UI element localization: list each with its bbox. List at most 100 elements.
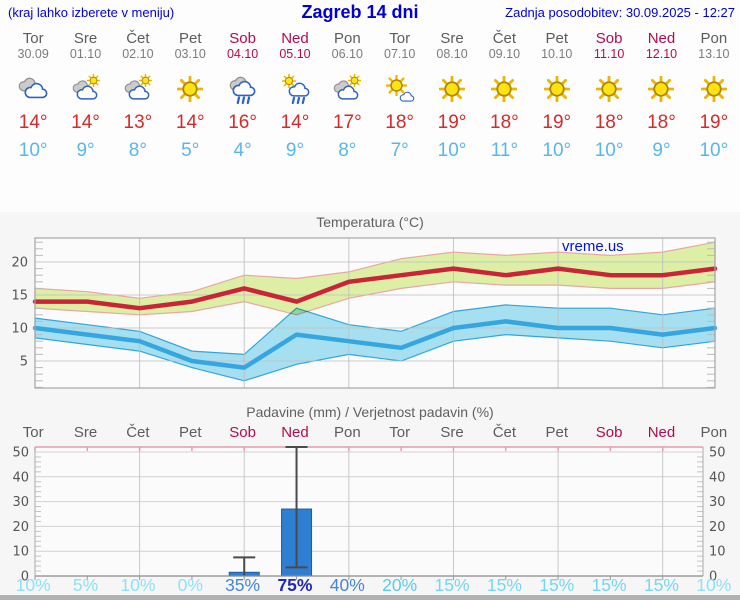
temperature-chart-title: Temperatura (°C) — [316, 214, 424, 230]
day-name: Tor — [22, 30, 44, 47]
last-update-label: Zadnja posodobitev: 30.09.2025 - 12:27 — [505, 5, 735, 20]
day-date: 30.09 — [17, 47, 49, 61]
precip-probability: 5% — [72, 575, 99, 595]
day-column: Sob 11.10 18° 10° — [583, 30, 635, 162]
min-temperature: 8° — [338, 140, 357, 161]
day-column: Ned 12.10 18° 9° — [635, 30, 687, 162]
precip-day-label: Tor — [22, 424, 44, 441]
day-date: 12.10 — [645, 47, 678, 61]
max-temperature: 14° — [71, 112, 100, 133]
min-temperature: 10° — [699, 140, 729, 161]
forecast-strip: Tor 30.09 14° 10° Sre 01.10 14° 9° Čet 0… — [7, 30, 740, 162]
precipitation-probability-row: 10% 5% 10% 0% 35% 75% 40% 20% 15% 15% 15% 15% 15% 10% — [7, 575, 740, 596]
max-temperature: 18° — [385, 112, 415, 133]
day-column: Tor 07.10 18° 7° — [374, 30, 426, 162]
watermark-link[interactable]: vreme.us — [562, 238, 624, 255]
precip-day-label: Čet — [492, 424, 517, 441]
day-date: 13.10 — [698, 47, 730, 61]
svg-text:10: 10 — [709, 545, 726, 560]
precip-probability: 0% — [177, 575, 203, 595]
day-name: Sob — [229, 30, 256, 47]
precip-probability: 40% — [329, 575, 365, 595]
svg-text:50: 50 — [12, 446, 29, 461]
day-column: Čet 09.10 18° 11° — [478, 30, 530, 162]
day-column: Pon 06.10 17° 8° — [321, 30, 373, 162]
max-temperature: 19° — [437, 112, 467, 133]
precip-day-label: Sre — [73, 424, 98, 441]
precip-probability: 15% — [539, 575, 575, 595]
day-column: Pet 10.10 19° 10° — [531, 30, 583, 162]
precipitation-chart-title: Padavine (mm) / Verjetnost padavin (%) — [246, 404, 494, 420]
precipitation-chart: 0 0 10 10 20 20 30 30 40 40 50 50 — [12, 446, 726, 584]
precip-probability: 15% — [643, 575, 679, 595]
svg-text:0: 0 — [21, 570, 29, 584]
svg-text:20: 20 — [12, 520, 29, 535]
svg-text:0: 0 — [709, 570, 717, 584]
min-temperature: 10° — [594, 140, 624, 161]
min-temperature: 9° — [285, 140, 305, 161]
temperature-chart: 5 10 15 20 — [11, 237, 718, 389]
precip-probability: 15% — [591, 575, 627, 595]
svg-text:40: 40 — [709, 470, 726, 485]
rain-icon — [227, 73, 259, 105]
precip-day-label: Pon — [700, 424, 728, 441]
day-date: 06.10 — [331, 47, 363, 61]
max-temperature: 17° — [332, 112, 362, 133]
day-name: Pon — [700, 30, 728, 47]
day-date: 02.10 — [122, 47, 154, 61]
max-temperature: 18° — [490, 112, 519, 133]
day-column: Pon 13.10 19° 10° — [688, 30, 740, 162]
sunny-icon — [698, 73, 730, 105]
svg-text:5: 5 — [20, 354, 28, 369]
precip-day-label: Tor — [389, 424, 411, 441]
max-temperature: 13° — [123, 112, 153, 133]
menu-hint-note: (kraj lahko izberete v meniju) — [8, 5, 175, 20]
day-date: 10.10 — [541, 47, 573, 61]
min-temperature: 9° — [76, 140, 95, 161]
svg-text:20: 20 — [11, 255, 28, 270]
min-temperature: 7° — [390, 140, 409, 161]
mostlysunny-icon — [384, 73, 416, 105]
max-temperature: 14° — [18, 112, 48, 133]
day-date: 04.10 — [226, 47, 259, 61]
svg-text:15: 15 — [11, 288, 28, 303]
precip-probability: 10% — [696, 575, 732, 595]
day-name: Čet — [492, 30, 517, 47]
max-temperature: 16° — [228, 112, 257, 133]
min-temperature: 10° — [437, 140, 467, 161]
partly-icon — [331, 73, 363, 105]
svg-text:20: 20 — [709, 520, 726, 535]
precip-probability: 15% — [486, 575, 522, 595]
precip-probability: 15% — [434, 575, 470, 595]
precip-probability: 75% — [277, 575, 313, 595]
precip-day-label: Pet — [178, 424, 202, 441]
svg-text:10: 10 — [11, 321, 28, 336]
svg-text:50: 50 — [709, 446, 726, 461]
precip-day-label: Pet — [545, 424, 568, 441]
precipitation-day-labels: Tor Sre Čet Pet Sob Ned Pon Tor Sre Čet Pet Sob Ned P… — [7, 424, 740, 441]
day-column: Pet 03.10 14° 5° — [164, 30, 216, 162]
day-name: Sob — [595, 30, 623, 47]
min-temperature: 5° — [181, 140, 200, 161]
bottom-divider — [0, 595, 740, 600]
day-column: Sob 04.10 16° 4° — [216, 30, 268, 162]
day-name: Čet — [126, 30, 150, 47]
svg-text:10: 10 — [12, 545, 29, 560]
cloudy-icon — [17, 73, 49, 105]
day-name: Ned — [647, 30, 676, 47]
day-column: Ned 05.10 14° 9° — [269, 30, 321, 162]
svg-text:30: 30 — [12, 495, 29, 510]
day-column: Sre 08.10 19° 10° — [426, 30, 478, 162]
page-title: Zagreb 14 dni — [301, 2, 419, 22]
precip-probability: 20% — [382, 575, 418, 595]
svg-text:30: 30 — [709, 495, 726, 510]
day-name: Sre — [440, 30, 464, 47]
day-column: Čet 02.10 13° 8° — [112, 30, 164, 162]
min-temperature: 10° — [18, 140, 48, 161]
sunny-icon — [593, 73, 625, 105]
min-temperature: 4° — [233, 140, 252, 161]
day-name: Pet — [178, 30, 202, 47]
partly-icon — [70, 73, 102, 105]
precip-day-label: Sre — [440, 424, 464, 441]
sunny-icon — [541, 73, 573, 105]
